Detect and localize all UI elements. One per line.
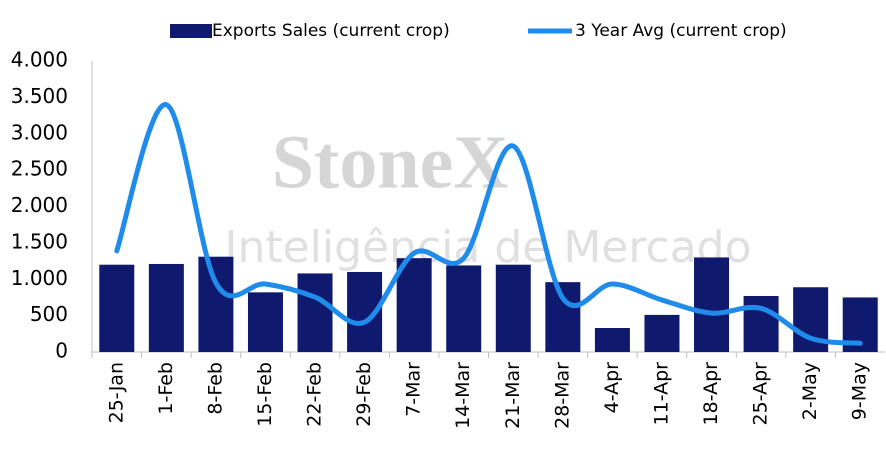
bar [694,257,730,352]
x-tick-label: 18-Apr [700,362,722,426]
bar [148,263,184,352]
y-tick-label: 500 [30,302,68,326]
x-tick-label: 11-Apr [650,362,672,426]
y-tick-label: 4.000 [11,48,68,72]
y-tick-label: 2.500 [11,157,68,181]
x-tick-label: 22-Feb [304,362,326,427]
y-tick-label: 1.500 [11,229,68,253]
x-tick-label: 25-Apr [750,362,772,426]
y-tick-label: 3.000 [11,120,68,144]
legend-label: Exports Sales (current crop) [212,21,450,41]
legend-swatch [170,24,212,38]
x-tick-label: 4-Apr [601,362,623,414]
bar [247,292,283,352]
x-tick-label: 21-Mar [502,362,524,429]
y-tick-label: 3.500 [11,84,68,108]
bar [495,264,531,352]
y-tick-label: 1.000 [11,266,68,290]
x-tick-label: 1-Feb [155,362,177,415]
x-tick-label: 28-Mar [551,362,573,429]
x-tick-label: 2-May [799,362,821,420]
x-tick-label: 15-Feb [254,362,276,427]
x-tick-label: 8-Feb [204,362,226,415]
bar [198,256,234,352]
x-tick-label: 14-Mar [452,362,474,429]
bar [396,258,432,352]
x-tick-label: 25-Jan [105,362,127,423]
bar [594,327,630,352]
bar [743,295,779,352]
bar [545,282,581,352]
x-tick-label: 7-Mar [403,362,425,417]
bar [446,265,482,352]
watermark-subtitle: Inteligência de Mercado [224,222,751,273]
bar [644,314,680,352]
y-tick-label: 2.000 [11,193,68,217]
y-tick-label: 0 [55,339,68,363]
x-tick-label: 9-May [849,362,871,420]
legend-label: 3 Year Avg (current crop) [575,21,787,41]
bar [297,273,333,352]
bar [99,264,135,352]
watermark-logo: StoneX [272,120,508,204]
line [114,102,863,346]
x-tick-label: 29-Feb [353,362,375,427]
